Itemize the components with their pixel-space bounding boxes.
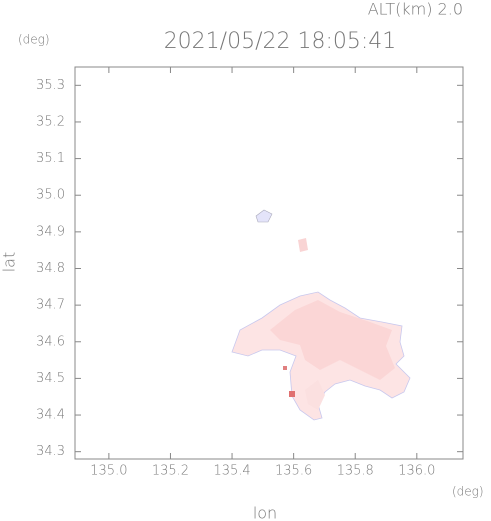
x-tick-label: 135.8: [337, 464, 374, 479]
echo-cell: [283, 366, 287, 370]
x-tick-label: 135.2: [152, 464, 189, 479]
x-tick-label: 135.4: [213, 464, 250, 479]
x-axis-label: lon: [253, 504, 277, 521]
altitude-label: ALT(km) 2.0: [368, 0, 463, 19]
echo-area: [231, 209, 411, 421]
y-tick-label: 35.2: [36, 114, 65, 129]
echo-region: [305, 380, 325, 410]
chart-title: 2021/05/22 18:05:41: [164, 29, 397, 54]
y-tick-label: 34.6: [36, 334, 65, 349]
echo-region: [298, 238, 308, 252]
y-unit: (deg): [18, 33, 50, 47]
y-axis-label: lat: [0, 252, 19, 273]
x-unit: (deg): [452, 485, 484, 499]
plot-frame: [74, 66, 464, 460]
x-tick-label: 135.0: [90, 464, 127, 479]
x-tick-label: 136.0: [398, 464, 435, 479]
y-tick-label: 34.7: [36, 298, 65, 313]
y-tick-label: 34.4: [36, 408, 65, 423]
y-tick-label: 34.9: [36, 224, 65, 239]
echo-region: [255, 209, 273, 223]
y-tick-label: 34.3: [36, 444, 65, 459]
x-tick-label: 135.6: [275, 464, 312, 479]
y-tick-label: 35.0: [36, 188, 65, 203]
y-tick-label: 34.5: [36, 371, 65, 386]
echo-core: [270, 300, 395, 380]
y-tick-label: 35.1: [36, 151, 65, 166]
y-tick-label: 35.3: [36, 78, 65, 93]
echo-cell: [289, 391, 295, 397]
y-tick-label: 34.8: [36, 261, 65, 276]
